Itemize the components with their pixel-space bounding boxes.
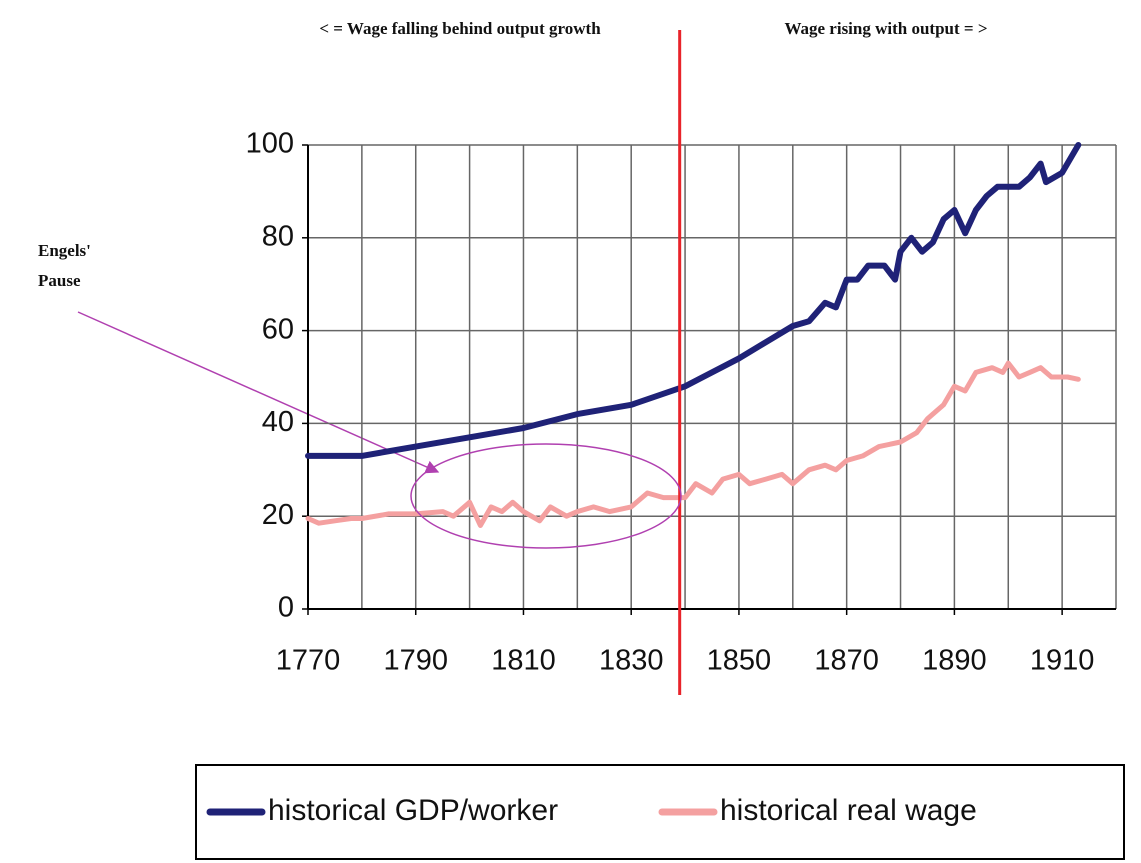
callout-arrow	[77, 311, 440, 474]
x-tick-label: 1890	[922, 645, 987, 677]
y-tick-label: 20	[262, 499, 294, 531]
annotation-right: Wage rising with output = >	[784, 19, 987, 38]
x-tick-label: 1810	[491, 645, 556, 677]
y-tick-label: 0	[278, 592, 294, 624]
y-tick-label: 40	[262, 406, 294, 438]
y-tick-label: 100	[246, 128, 294, 160]
callout-ellipse	[410, 443, 682, 549]
x-tick-label: 1870	[814, 645, 879, 677]
y-tick-label: 80	[262, 220, 294, 252]
annotation-left: < = Wage falling behind output growth	[319, 19, 601, 38]
series-line	[305, 142, 1082, 459]
x-tick-label: 1790	[383, 645, 448, 677]
y-tick-label: 60	[262, 313, 294, 345]
legend-label: historical GDP/worker	[268, 794, 558, 827]
x-tick-label: 1910	[1030, 645, 1095, 677]
x-tick-label: 1830	[599, 645, 664, 677]
x-tick-label: 1850	[707, 645, 772, 677]
callout-line: Pause	[38, 271, 81, 290]
legend-label: historical real wage	[720, 794, 977, 827]
series-line	[305, 360, 1081, 528]
callout-line: Engels'	[38, 241, 91, 260]
x-tick-label: 1770	[276, 645, 341, 677]
